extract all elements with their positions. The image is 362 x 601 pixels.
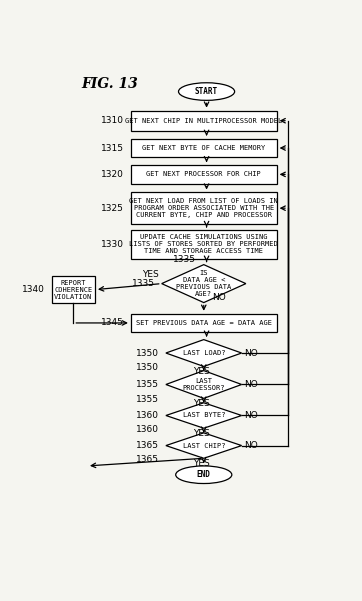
Text: YES: YES <box>193 367 209 376</box>
Text: 1340: 1340 <box>22 285 45 294</box>
Text: 1315: 1315 <box>101 144 124 153</box>
Polygon shape <box>162 264 246 302</box>
Text: SET PREVIOUS DATA AGE = DATA AGE: SET PREVIOUS DATA AGE = DATA AGE <box>136 320 272 326</box>
Text: 1365: 1365 <box>136 441 159 450</box>
Text: YES: YES <box>193 459 209 468</box>
Polygon shape <box>166 340 242 367</box>
Text: FIG. 13: FIG. 13 <box>82 77 139 91</box>
Text: UPDATE CACHE SIMULATIONS USING
LISTS OF STORES SORTED BY PERFORMED
TIME AND STOR: UPDATE CACHE SIMULATIONS USING LISTS OF … <box>129 234 278 254</box>
Text: 1355: 1355 <box>136 380 159 389</box>
Polygon shape <box>166 371 242 398</box>
Text: START: START <box>195 87 218 96</box>
Text: NO: NO <box>244 380 258 389</box>
FancyBboxPatch shape <box>51 276 95 303</box>
Text: 1350: 1350 <box>136 349 159 358</box>
Text: 1365: 1365 <box>136 455 159 464</box>
FancyBboxPatch shape <box>131 111 277 131</box>
Text: 1360: 1360 <box>136 411 159 420</box>
Text: LAST
PROCESSOR?: LAST PROCESSOR? <box>182 378 225 391</box>
FancyBboxPatch shape <box>131 139 277 157</box>
FancyBboxPatch shape <box>131 165 277 184</box>
FancyBboxPatch shape <box>131 314 277 332</box>
Text: 1325: 1325 <box>101 204 124 213</box>
Text: REPORT
COHERENCE
VIOLATION: REPORT COHERENCE VIOLATION <box>54 279 92 300</box>
Ellipse shape <box>178 83 235 100</box>
Text: NO: NO <box>244 349 258 358</box>
Text: YES: YES <box>142 270 159 279</box>
Text: GET NEXT LOAD FROM LIST OF LOADS IN
PROGRAM ORDER ASSOCIATED WITH THE
CURRENT BY: GET NEXT LOAD FROM LIST OF LOADS IN PROG… <box>129 198 278 218</box>
Text: 1360: 1360 <box>136 425 159 434</box>
Ellipse shape <box>176 466 232 484</box>
Text: 1330: 1330 <box>101 240 124 249</box>
Text: 1345: 1345 <box>101 319 124 328</box>
Text: LAST BYTE?: LAST BYTE? <box>182 412 225 418</box>
FancyBboxPatch shape <box>131 192 277 224</box>
Polygon shape <box>166 403 242 429</box>
Text: IS
DATA AGE <
PREVIOUS DATA
AGE?: IS DATA AGE < PREVIOUS DATA AGE? <box>176 270 231 297</box>
Text: NO: NO <box>244 411 258 420</box>
Text: 1320: 1320 <box>101 170 124 179</box>
FancyBboxPatch shape <box>131 230 277 258</box>
Text: 1350: 1350 <box>136 364 159 373</box>
Text: GET NEXT CHIP IN MULTIPROCESSOR MODEL: GET NEXT CHIP IN MULTIPROCESSOR MODEL <box>125 118 282 124</box>
Text: NO: NO <box>244 441 258 450</box>
Text: LAST LOAD?: LAST LOAD? <box>182 350 225 356</box>
Text: NO: NO <box>212 293 226 302</box>
Text: 1335: 1335 <box>132 279 155 288</box>
Polygon shape <box>166 433 242 459</box>
Text: 1335: 1335 <box>173 255 195 264</box>
Text: GET NEXT BYTE OF CACHE MEMORY: GET NEXT BYTE OF CACHE MEMORY <box>142 145 265 151</box>
Text: END: END <box>197 470 211 479</box>
Text: 1355: 1355 <box>136 395 159 404</box>
Text: GET NEXT PROCESSOR FOR CHIP: GET NEXT PROCESSOR FOR CHIP <box>146 171 261 177</box>
Text: LAST CHIP?: LAST CHIP? <box>182 442 225 448</box>
Text: 1310: 1310 <box>101 116 124 125</box>
Text: YES: YES <box>193 400 209 409</box>
Text: YES: YES <box>193 429 209 438</box>
